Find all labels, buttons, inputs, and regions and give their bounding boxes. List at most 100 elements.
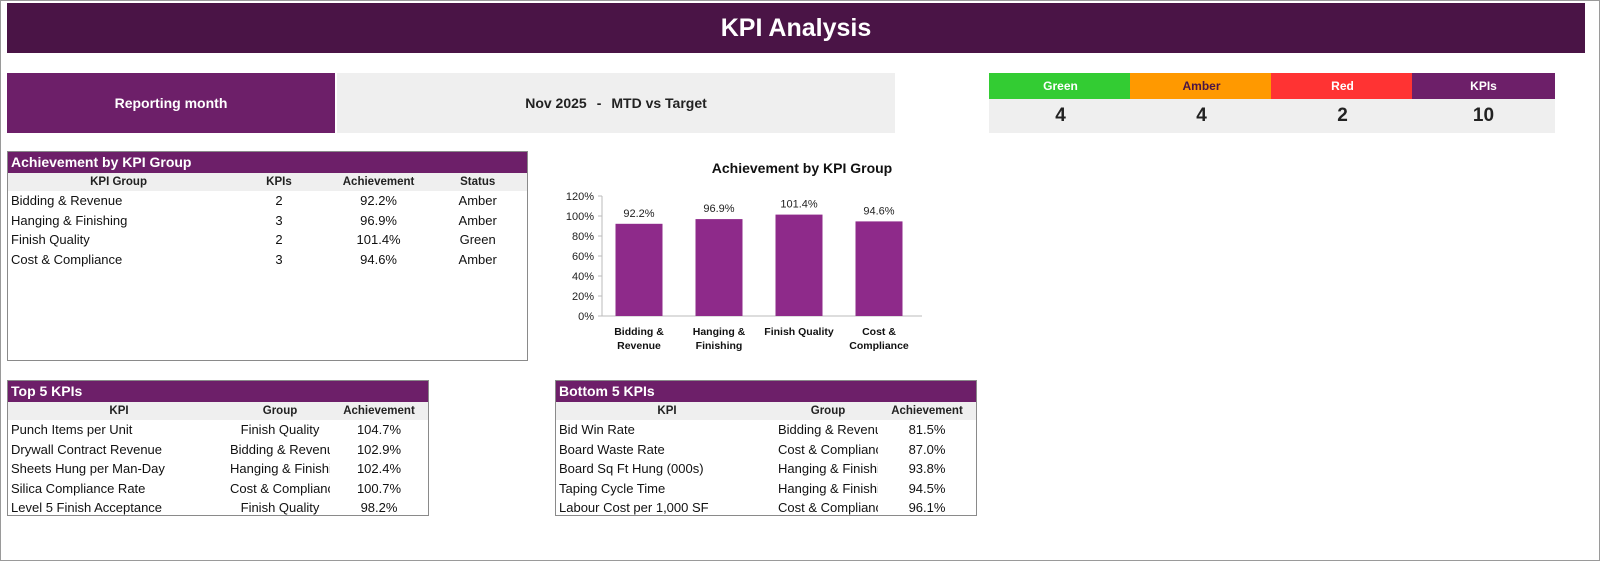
rag-box-green: Green 4 [989,73,1132,133]
col-achievement: Achievement [343,405,415,417]
y-tick-label: 20% [572,291,594,303]
table-cell: Level 5 Finish Acceptance [11,500,163,516]
group-table-header: KPI Group KPIs Achievement Status [8,173,527,191]
col-kpi: KPI [657,405,677,417]
rag-label: Green [989,73,1132,99]
col-group: Group [810,405,846,417]
table-cell: 2 [275,193,283,209]
bottom5-panel: Bottom 5 KPIs KPI Group Achievement Bid … [555,380,977,516]
group-table-row: Cost & Compliance 3 94.6% Amber [8,250,527,270]
table-cell: Cost & Compliance [778,500,878,516]
rag-count: 4 [989,99,1132,133]
group-table-row: Hanging & Finishing 3 96.9% Amber [8,211,527,231]
table-cell: Amber [458,193,497,209]
top5-header: KPI Group Achievement [8,402,428,420]
table-cell: Cost & Compliance [778,441,878,457]
table-cell: 3 [275,212,283,228]
top5-row: Sheets Hung per Man-Day Hanging & Finishi… [8,459,428,479]
col-achievement: Achievement [891,405,963,417]
table-cell: Green [459,232,496,248]
table-cell: 96.9% [360,212,397,228]
table-cell: Board Waste Rate [559,441,665,457]
table-cell: Drywall Contract Revenue [11,441,163,457]
y-tick-label: 40% [572,271,594,283]
group-table-row: Finish Quality 2 101.4% Green [8,230,527,250]
category-label: Hanging & [693,326,746,338]
top5-row: Level 5 Finish Acceptance Finish Quality 9… [8,498,428,518]
bottom5-row: Taping Cycle Time Hanging & Finishing 94.5… [556,479,976,499]
table-cell: Punch Items per Unit [11,422,133,438]
group-table-panel: Achievement by KPI Group KPI Group KPIs … [7,151,528,361]
rag-box-red: Red 2 [1271,73,1414,133]
table-cell: Labour Cost per 1,000 SF [559,500,709,516]
table-cell: 96.1% [908,500,946,516]
reporting-month: Nov 2025 [525,95,587,111]
col-status: Status [460,176,496,188]
col-kpi-group: KPI Group [90,176,147,188]
rag-label: Amber [1130,73,1273,99]
page-title: KPI Analysis [7,3,1585,53]
category-label: Finish Quality [764,326,834,338]
table-cell: 81.5% [908,422,946,438]
bar-0 [615,223,663,316]
table-cell: Hanging & Finishing [778,480,878,496]
table-cell: 3 [275,251,283,267]
table-cell: Finish Quality [240,500,320,516]
rag-count: 4 [1130,99,1273,133]
bar-1 [695,219,743,316]
table-cell: Cost & Compliance [11,251,123,267]
top5-row: Silica Compliance Rate Cost & Compliance 1… [8,479,428,499]
bottom5-row: Board Sq Ft Hung (000s) Hanging & Finishi… [556,459,976,479]
table-cell: Cost & Compliance [230,480,330,496]
rag-count: 2 [1271,99,1414,133]
table-cell: Finish Quality [11,232,90,248]
bottom5-row: Board Waste Rate Cost & Compliance 87.0% [556,440,976,460]
group-table-row: Bidding & Revenue 2 92.2% Amber [8,191,527,211]
bar-3 [855,221,903,316]
bottom5-row: Labour Cost per 1,000 SF Cost & Complianc… [556,498,976,518]
top5-title: Top 5 KPIs [8,381,428,402]
top5-row: Drywall Contract Revenue Bidding & Revenu… [8,440,428,460]
table-cell: 2 [275,232,283,248]
table-cell: Bid Win Rate [559,422,635,438]
top5-row: Punch Items per Unit Finish Quality 104.7% [8,420,428,440]
group-table-title: Achievement by KPI Group [8,152,527,173]
table-cell: 94.5% [908,480,946,496]
table-cell: Hanging & Finishing [11,212,128,228]
bar-2 [775,214,823,316]
top5-panel: Top 5 KPIs KPI Group Achievement Punch I… [7,380,429,516]
table-cell: 98.2% [360,500,398,516]
col-achievement: Achievement [342,176,415,188]
col-group: Group [262,405,298,417]
bottom5-title: Bottom 5 KPIs [556,381,976,402]
data-label: 96.9% [703,203,734,215]
table-cell: Amber [458,212,497,228]
y-tick-label: 100% [566,211,594,223]
table-cell: Board Sq Ft Hung (000s) [559,461,704,477]
table-cell: 92.2% [360,193,397,209]
table-cell: Bidding & Revenue [778,422,878,438]
table-cell: 100.7% [356,480,402,496]
table-cell: Bidding & Revenue [230,441,330,457]
y-tick-label: 60% [572,251,594,263]
rag-box-amber: Amber 4 [1130,73,1273,133]
data-label: 101.4% [780,199,818,211]
category-label: Bidding & [614,326,664,338]
achievement-bar-chart: Achievement by KPI Group 0% 20% 40% 60% 80% 10… [566,160,922,352]
data-label: 94.6% [863,205,894,217]
category-label: Revenue [617,340,661,352]
table-cell: 87.0% [908,441,946,457]
reporting-month-value[interactable]: Nov 2025 - MTD vs Target [337,73,895,133]
category-label: Cost & [862,326,896,338]
table-cell: Sheets Hung per Man-Day [11,461,165,477]
bottom5-row: Bid Win Rate Bidding & Revenue 81.5% [556,420,976,440]
rag-count: 10 [1412,99,1555,133]
reporting-mode: MTD vs Target [611,95,707,111]
rag-label: KPIs [1412,73,1555,99]
category-label: Finishing [696,340,743,352]
table-cell: Silica Compliance Rate [11,480,146,496]
table-cell: 104.7% [356,422,402,438]
y-tick-label: 120% [566,191,594,203]
col-kpis: KPIs [266,176,292,188]
table-cell: 93.8% [908,461,946,477]
